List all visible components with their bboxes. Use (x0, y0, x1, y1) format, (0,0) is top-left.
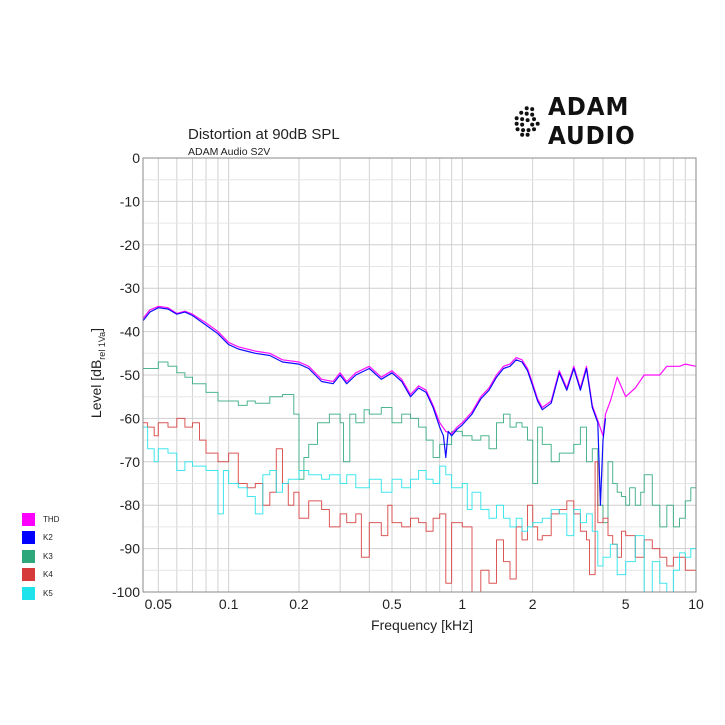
brand-logo: ADAM AUDIO (513, 92, 725, 150)
y-tick-label: -60 (120, 410, 140, 426)
legend-item-k3: K3 (22, 547, 59, 566)
chart-subtitle: ADAM Audio S2V (188, 146, 270, 158)
legend-item-k5: K5 (22, 584, 59, 603)
y-tick-labels: 0 -10 -20 -30 -40 -50 -60 -70 -80 -90 -100 (112, 150, 140, 600)
series-line-k2 (142, 307, 607, 506)
y-axis-label-end: ] (88, 328, 104, 332)
x-tick-labels: 0.05 0.1 0.2 0.5 1 2 5 10 (145, 596, 704, 612)
y-axis-label: Level [dBrel 1Va] (88, 328, 107, 418)
y-tick-label: -20 (120, 237, 140, 253)
x-tick-label: 2 (529, 596, 537, 612)
x-tick-label: 0.2 (289, 596, 309, 612)
y-axis-label-main: Level [dB (88, 360, 104, 418)
y-tick-label: -40 (120, 324, 140, 340)
series-line-k4 (143, 417, 697, 593)
y-tick-label: 0 (132, 150, 140, 166)
y-tick-label: -50 (120, 367, 140, 383)
x-tick-label: 10 (688, 596, 704, 612)
legend-label: K2 (43, 533, 53, 543)
legend-swatch (22, 531, 35, 545)
x-tick-label: 0.1 (219, 596, 239, 612)
legend-item-thd: THD (22, 510, 59, 529)
adam-dots-logo-icon (514, 106, 540, 137)
x-tick-label: 1 (458, 596, 466, 612)
x-tick-label: 5 (622, 596, 630, 612)
legend-label: K5 (43, 588, 53, 598)
x-tick-label: 0.05 (145, 596, 172, 612)
legend-swatch (22, 549, 35, 563)
y-tick-label: -70 (120, 454, 140, 470)
legend-item-k2: K2 (22, 529, 59, 548)
y-axis-label-sub: rel 1Va (97, 332, 107, 360)
grid-lines (143, 157, 696, 593)
series-line-thd (142, 305, 697, 437)
legend-label: THD (43, 514, 60, 524)
legend-swatch (22, 586, 35, 600)
y-tick-label: -80 (120, 497, 140, 513)
y-tick-label: -90 (120, 541, 140, 557)
legend-swatch (22, 568, 35, 582)
series-line-k3 (143, 361, 697, 528)
y-tick-label: -30 (120, 280, 140, 296)
legend-label: K3 (43, 551, 53, 561)
chart-legend: THD K2 K3 K4 K5 (22, 510, 59, 603)
y-tick-label: -100 (112, 584, 140, 600)
chart-title: Distortion at 90dB SPL (188, 126, 340, 143)
y-tick-label: -10 (120, 193, 140, 209)
plot-frame (142, 157, 697, 593)
series-line-k5 (143, 426, 697, 593)
x-tick-label: 0.5 (382, 596, 402, 612)
legend-label: K4 (43, 570, 53, 580)
legend-swatch (22, 512, 35, 526)
x-axis-label: Frequency [kHz] (371, 617, 473, 633)
brand-name: ADAM AUDIO (548, 92, 636, 150)
series-lines (142, 305, 697, 593)
legend-item-k4: K4 (22, 566, 59, 585)
